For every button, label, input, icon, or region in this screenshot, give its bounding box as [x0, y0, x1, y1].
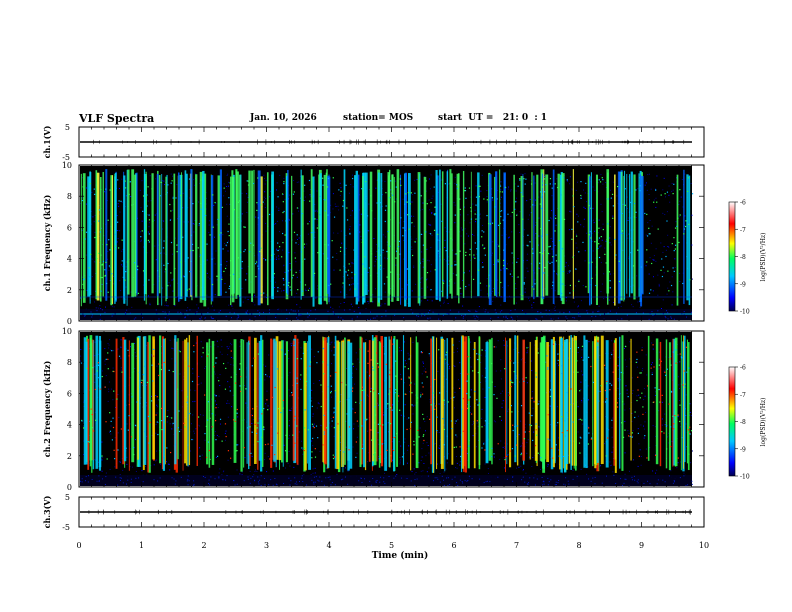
ch3-ytick-top: 5	[65, 493, 70, 502]
ch1-colorbar-tick--6: -6	[740, 200, 746, 207]
ch2-colorbar-tick--10: -10	[740, 474, 750, 481]
ch1-colorbar-label: log(PSD)(V²/Hz)	[760, 233, 767, 282]
x-tick-label-8: 8	[576, 541, 581, 550]
ch2-ytick-10: 10	[62, 327, 72, 336]
ch3-waveform-ylabel: ch.3(V)	[42, 495, 52, 528]
x-tick-label-0: 0	[76, 541, 81, 550]
station-label: station= MOS	[343, 113, 414, 123]
ch2-colorbar-tick--7: -7	[740, 392, 746, 399]
ch2-colorbar-tick--8: -8	[740, 419, 746, 426]
ch2-spectrogram-panel: 0 2 4 6 8 10 ch.2 Frequency (kHz)	[42, 327, 705, 492]
ch1-colorbar-tick--7: -7	[740, 227, 746, 234]
ch1-ytick-top: 5	[65, 123, 70, 132]
x-tick-label-2: 2	[201, 541, 206, 550]
ch1-ytick-0: 0	[67, 317, 72, 326]
ch2-spectrogram-image	[80, 332, 693, 486]
ch2-colorbar: -6 -7 -8 -9 -10 log(PSD)(V²/Hz)	[728, 365, 767, 481]
ch3-waveform-panel: 5 -5 ch.3(V)	[42, 493, 705, 532]
ch1-ytick-6: 6	[67, 223, 72, 232]
ch1-spectrogram-panel: 0 2 4 6 8 10 ch.1 Frequency (kHz)	[42, 161, 705, 326]
x-axis-label: Time (min)	[372, 550, 429, 561]
x-tick-label-10: 10	[699, 541, 709, 550]
ch1-waveform-panel: 5 -5 ch.1(V)	[42, 123, 705, 162]
x-axis: 0 1 2 3 4 5 6 7 8 9 10	[76, 541, 709, 550]
ch1-waveform-ylabel: ch.1(V)	[42, 125, 52, 158]
ch1-colorbar: -6 -7 -8 -9 -10 log(PSD)(V²/Hz)	[728, 200, 767, 316]
ch1-colorbar-tick--10: -10	[740, 309, 750, 316]
ch2-colorbar-label: log(PSD)(V²/Hz)	[760, 398, 767, 447]
chart-title: VLF Spectra	[79, 112, 155, 125]
ch2-ytick-6: 6	[67, 389, 72, 398]
ch1-spectrogram-ylabel: ch.1 Frequency (kHz)	[42, 195, 52, 292]
x-tick-label-9: 9	[639, 541, 644, 550]
ch2-ytick-8: 8	[67, 358, 72, 367]
ch1-ytick-2: 2	[67, 286, 72, 295]
ch2-colorbar-tick--9: -9	[740, 446, 746, 453]
date-label: Jan. 10, 2026	[250, 113, 317, 123]
x-tick-label-4: 4	[326, 541, 331, 550]
ch1-spectrogram-image	[80, 166, 694, 320]
x-tick-label-1: 1	[139, 541, 144, 550]
ch2-ytick-2: 2	[67, 452, 72, 461]
ch1-ytick-bottom: -5	[62, 153, 70, 162]
ch3-ytick-bottom: -5	[62, 523, 70, 532]
start-time-label: start UT = 21: 0 : 1	[438, 113, 548, 123]
ch2-spectrogram-ylabel: ch.2 Frequency (kHz)	[42, 361, 52, 458]
ch1-ytick-10: 10	[62, 161, 72, 170]
x-tick-label-6: 6	[451, 541, 456, 550]
ch1-ytick-4: 4	[67, 255, 72, 264]
ch1-colorbar-tick--8: -8	[740, 254, 746, 261]
ch2-ytick-4: 4	[67, 421, 72, 430]
ch2-colorbar-tick--6: -6	[740, 365, 746, 372]
ch1-colorbar-tick--9: -9	[740, 281, 746, 288]
x-tick-label-7: 7	[514, 541, 519, 550]
x-tick-label-3: 3	[264, 541, 269, 550]
ch1-ytick-8: 8	[67, 192, 72, 201]
ch2-ytick-0: 0	[67, 483, 72, 492]
x-tick-label-5: 5	[389, 541, 394, 550]
